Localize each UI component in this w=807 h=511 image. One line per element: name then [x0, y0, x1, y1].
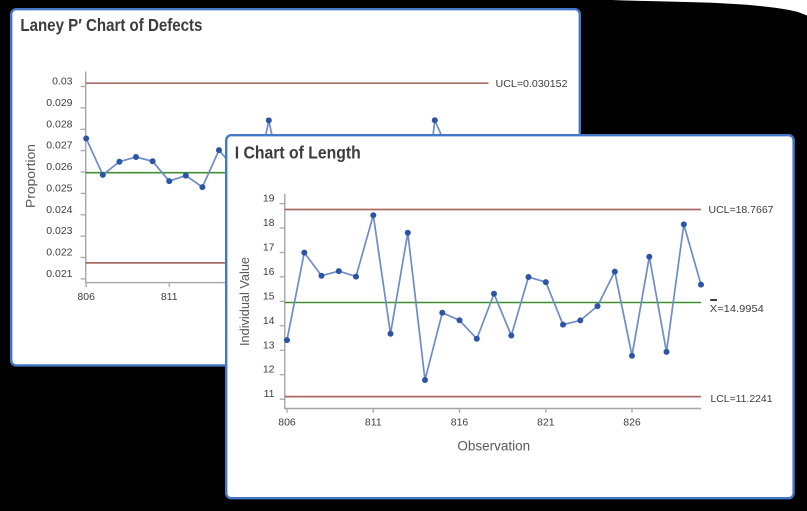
- svg-text:LCL=11.2241: LCL=11.2241: [711, 393, 773, 405]
- svg-text:Laney P′ Chart of Defects: Laney P′ Chart of Defects: [20, 15, 202, 35]
- svg-text:821: 821: [537, 416, 555, 428]
- svg-text:0.023: 0.023: [46, 225, 72, 237]
- svg-text:19: 19: [263, 193, 275, 205]
- svg-text:Proportion: Proportion: [23, 144, 38, 208]
- svg-text:I Chart of Length: I Chart of Length: [235, 143, 361, 163]
- svg-text:15: 15: [263, 290, 275, 302]
- svg-text:18: 18: [263, 217, 275, 229]
- svg-text:806: 806: [278, 416, 296, 428]
- svg-text:17: 17: [263, 242, 275, 254]
- svg-text:0.028: 0.028: [46, 118, 72, 130]
- svg-text:811: 811: [161, 291, 178, 303]
- svg-text:0.029: 0.029: [46, 97, 72, 109]
- svg-text:UCL=18.7667: UCL=18.7667: [709, 204, 774, 216]
- svg-text:12: 12: [263, 364, 275, 376]
- svg-text:0.026: 0.026: [46, 161, 72, 173]
- svg-text:0.027: 0.027: [46, 140, 72, 152]
- svg-text:X=14.9954: X=14.9954: [710, 303, 764, 315]
- svg-text:16: 16: [263, 266, 275, 278]
- svg-text:Individual Value: Individual Value: [237, 257, 252, 346]
- svg-text:0.021: 0.021: [46, 268, 72, 280]
- svg-text:0.025: 0.025: [46, 182, 72, 194]
- svg-text:811: 811: [365, 416, 382, 428]
- svg-text:13: 13: [263, 339, 275, 351]
- svg-text:11: 11: [264, 388, 275, 400]
- svg-text:816: 816: [451, 416, 469, 428]
- svg-text:14: 14: [263, 315, 275, 327]
- svg-text:826: 826: [623, 416, 641, 428]
- svg-text:0.024: 0.024: [46, 204, 72, 216]
- svg-text:0.03: 0.03: [52, 76, 73, 88]
- svg-text:806: 806: [77, 291, 95, 303]
- svg-text:0.022: 0.022: [46, 247, 72, 259]
- svg-text:Observation: Observation: [457, 439, 530, 454]
- svg-text:UCL=0.030152: UCL=0.030152: [496, 78, 568, 90]
